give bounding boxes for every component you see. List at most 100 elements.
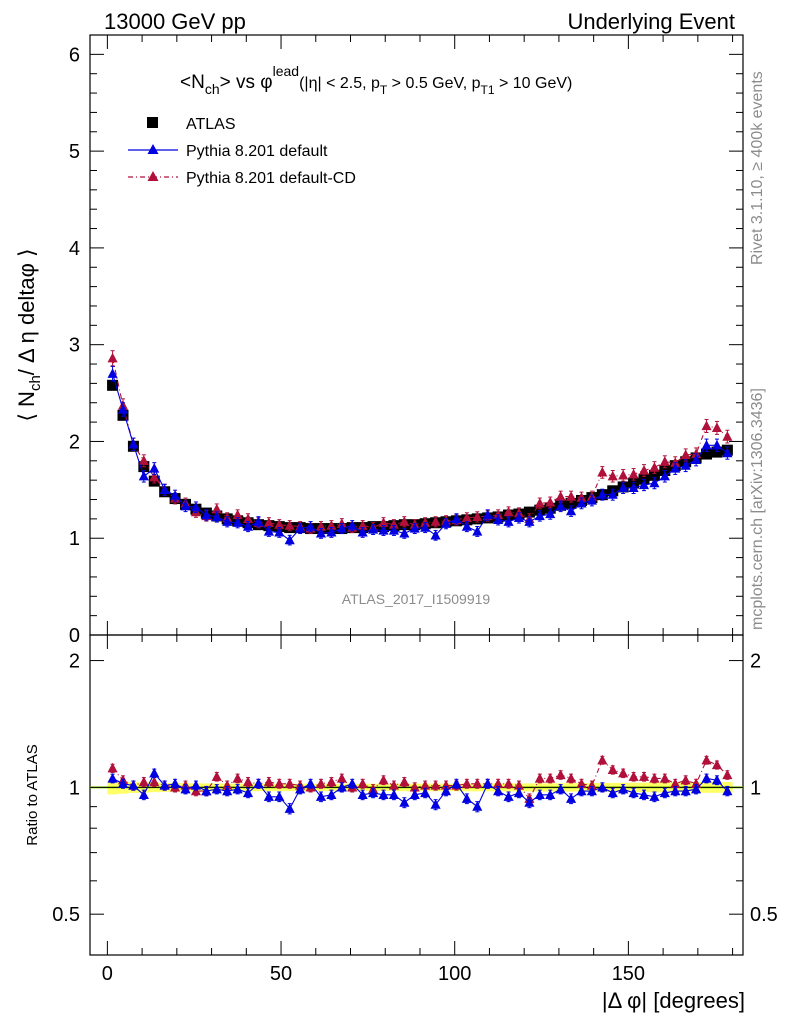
main-pythia-cd-point: [618, 469, 629, 480]
main-pythia-default-point: [472, 525, 483, 536]
ratio-pythia-cd-point: [440, 780, 452, 790]
ratio-y-tick-label-right: 1: [750, 777, 761, 799]
ratio-pythia-cd-point: [274, 778, 285, 788]
main-pythia-cd-point: [638, 464, 650, 475]
ratio-pythia-default-point: [618, 783, 629, 794]
main-pythia-cd-point: [388, 519, 399, 529]
main-pythia-default-point: [180, 500, 191, 511]
ratio-pythia-default-point: [159, 780, 170, 790]
main-pythia-default-point: [295, 523, 306, 533]
ratio-pythia-cd-point: [555, 769, 566, 780]
main-pythia-default-point: [680, 460, 691, 470]
legend-marker-pythia-cd: [147, 171, 159, 181]
ratio-pythia-default-point: [659, 787, 670, 798]
main-pythia-cd-point: [242, 513, 254, 523]
main-pythia-cd-point: [701, 420, 712, 431]
analysis-id: ATLAS_2017_I1509919: [342, 591, 491, 607]
x-tick-label: 150: [612, 963, 645, 985]
main-pythia-cd-point: [378, 517, 389, 527]
ratio-panel: 0.5 0.5 1 1 2 2 0 50 100 150 Ratio to ATLAS |Δ φ…: [24, 634, 778, 1013]
main-pythia-default-point: [388, 524, 399, 535]
main-pythia-default-point: [628, 482, 639, 493]
ratio-pythia-default-point: [190, 780, 201, 790]
ratio-pythia-default-point: [607, 787, 618, 798]
main-pythia-default-point: [232, 517, 243, 527]
atlas-point: [534, 504, 546, 516]
ratio-pythia-default-point: [649, 791, 660, 801]
ratio-pythia-default-point: [409, 789, 420, 799]
ratio-pythia-cd-point: [545, 772, 556, 783]
header-left: 13000 GeV pp: [104, 9, 246, 34]
main-pythia-cd-point: [597, 466, 608, 477]
main-pythia-cd-point: [566, 491, 577, 501]
main-x-ticks: [106, 35, 734, 635]
main-pythia-cd-point: [211, 503, 222, 514]
main-pythia-default-point: [211, 511, 222, 522]
legend-label-atlas: ATLAS: [186, 116, 236, 133]
main-pythia-default-point: [305, 521, 316, 531]
main-pythia-cd-point: [711, 422, 723, 433]
main-y-tick-label: 2: [69, 431, 80, 453]
main-pythia-default-point: [253, 516, 264, 526]
main-pythia-default-point: [597, 489, 608, 499]
main-pythia-default-point: [128, 438, 139, 449]
ratio-pythia-default-point: [388, 789, 399, 799]
ratio-pythia-default-point: [628, 787, 639, 798]
ratio-pythia-cd-point: [503, 778, 514, 788]
main-pythia-default-point: [336, 523, 347, 533]
main-pythia-default-point: [378, 524, 389, 535]
ratio-pythia-default-point: [638, 789, 650, 799]
main-pythia-default-point: [347, 520, 358, 530]
main-pythia-default-point: [649, 477, 660, 488]
ratio-pythia-cd-point: [691, 778, 702, 788]
ratio-pythia-cd-point: [711, 759, 723, 770]
main-pythia-cd-point: [503, 506, 514, 517]
main-pythia-default-point: [138, 470, 149, 481]
ratio-pythia-default-point: [534, 789, 545, 799]
main-pythia-default-point: [711, 439, 723, 450]
ratio-pythia-cd-point: [211, 771, 222, 781]
ratio-pythia-cd-point: [326, 776, 337, 787]
main-pythia-cd-point: [284, 520, 295, 530]
ratio-pythia-cd-point: [472, 778, 483, 788]
ratio-pythia-default-point: [242, 787, 254, 798]
main-pythia-default-point: [493, 514, 504, 524]
legend-marker-atlas: [147, 117, 158, 128]
ratio-pythia-default-point: [284, 803, 295, 813]
ratio-pythia-cd-point: [263, 776, 274, 787]
main-pythia-cd-line: [112, 358, 728, 530]
ratio-y-tick-label: 1: [69, 777, 80, 799]
main-pythia-cd-point: [680, 449, 691, 460]
ratio-pythia-default-point: [493, 785, 504, 796]
main-pythia-default-point: [638, 479, 650, 490]
main-pythia-default-point: [586, 494, 597, 505]
ratio-pythia-default-point: [701, 772, 712, 783]
main-pythia-cd-point: [472, 511, 483, 522]
main-pythia-cd-point: [420, 517, 431, 527]
main-pythia-default-point: [524, 516, 535, 526]
main-pythia-default-point: [659, 470, 670, 481]
ratio-pythia-default-point: [368, 787, 379, 798]
atlas-point: [107, 379, 119, 391]
ratio-pythia-default-point: [566, 793, 577, 803]
main-pythia-cd-point: [138, 455, 149, 465]
ratio-pythia-default-point: [524, 797, 535, 807]
main-y-tick-label: 6: [69, 44, 80, 66]
header-right: Underlying Event: [567, 9, 735, 34]
ratio-pythia-default-point: [201, 785, 212, 796]
main-pythia-default-point: [201, 509, 212, 520]
ratio-pythia-cd-point: [493, 778, 504, 788]
ratio-pythia-cd-point: [315, 778, 327, 788]
ratio-pythia-default-point: [461, 793, 472, 803]
ratio-pythia-cd-point: [222, 780, 233, 790]
ratio-pythia-cd-point: [420, 780, 431, 790]
ratio-pythia-default-point: [357, 789, 368, 799]
ratio-pythia-default-point: [211, 783, 222, 794]
main-pythia-cd-point: [263, 517, 274, 527]
main-pythia-cd-point: [649, 462, 660, 472]
atlas-point: [711, 446, 723, 458]
ratio-pythia-default-point: [128, 780, 139, 790]
ratio-pythia-default-point: [503, 791, 514, 801]
main-pythia-cd-point: [607, 470, 618, 481]
ratio-pythia-cd-point: [242, 776, 254, 787]
